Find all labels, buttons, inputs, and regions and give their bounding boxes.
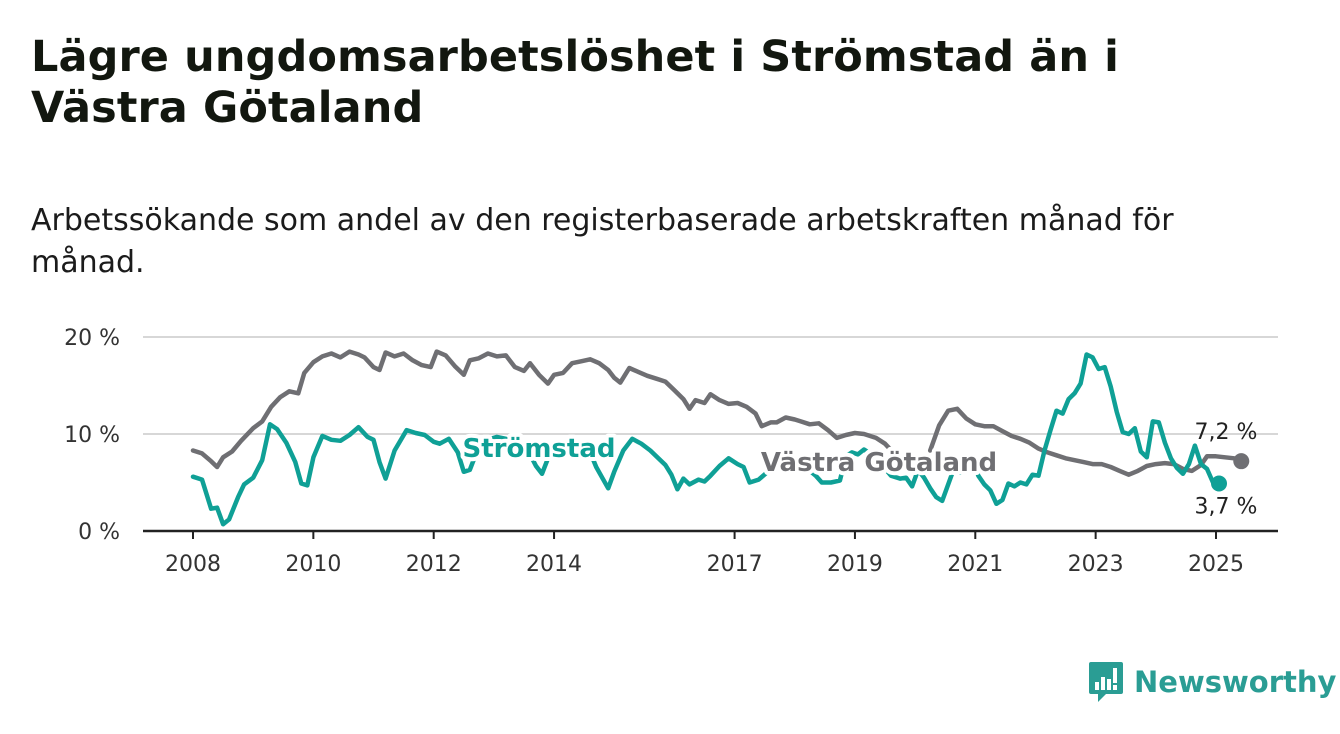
x-tick-label: 2017: [707, 552, 763, 577]
x-tick-label: 2021: [947, 552, 1003, 577]
x-tick-label: 2012: [406, 552, 462, 577]
chart-title: Lägre ungdomsarbetslöshet i Strömstad än…: [31, 32, 1119, 133]
y-tick-label: 0 %: [78, 520, 120, 545]
y-tick-label: 20 %: [64, 326, 120, 351]
x-tick-label: 2010: [285, 552, 341, 577]
series-end-point: [1233, 453, 1250, 470]
grid-lines: [143, 336, 1278, 435]
x-tick-label: 2025: [1188, 552, 1244, 577]
x-tick-label: 2014: [526, 552, 582, 577]
chart-labels: 0 % 10 % 20 % 2008 2010 2012 2014 2017 2019 2021 2…: [64, 326, 1257, 577]
series-line-0: [190, 349, 1244, 477]
line-chart: 0 % 10 % 20 % 2008 2010 2012 2014 2017 2019 2021 2…: [64, 326, 1278, 577]
series-end-label: 3,7 %: [1195, 494, 1258, 519]
chart-subtitle: Arbetssökande som andel av den registerb…: [31, 203, 1174, 280]
x-tick-label: 2023: [1068, 552, 1124, 577]
axes: [143, 529, 1278, 539]
series-name-label: Strömstad: [463, 434, 616, 464]
x-tick-label: 2008: [165, 552, 221, 577]
x-tick-label: 2019: [827, 552, 883, 577]
series-lines: [190, 349, 1250, 527]
series-end-point: [1211, 475, 1228, 492]
newsworthy-logo: Newsworthy: [1088, 660, 1336, 704]
newsworthy-logo-text: Newsworthy: [1134, 665, 1337, 699]
y-tick-label: 10 %: [64, 423, 120, 448]
newsworthy-logo-icon: [1089, 662, 1123, 702]
series-end-label: 7,2 %: [1195, 420, 1258, 445]
series-line-1: [190, 352, 1222, 527]
series-name-label: Västra Götaland: [761, 448, 997, 478]
